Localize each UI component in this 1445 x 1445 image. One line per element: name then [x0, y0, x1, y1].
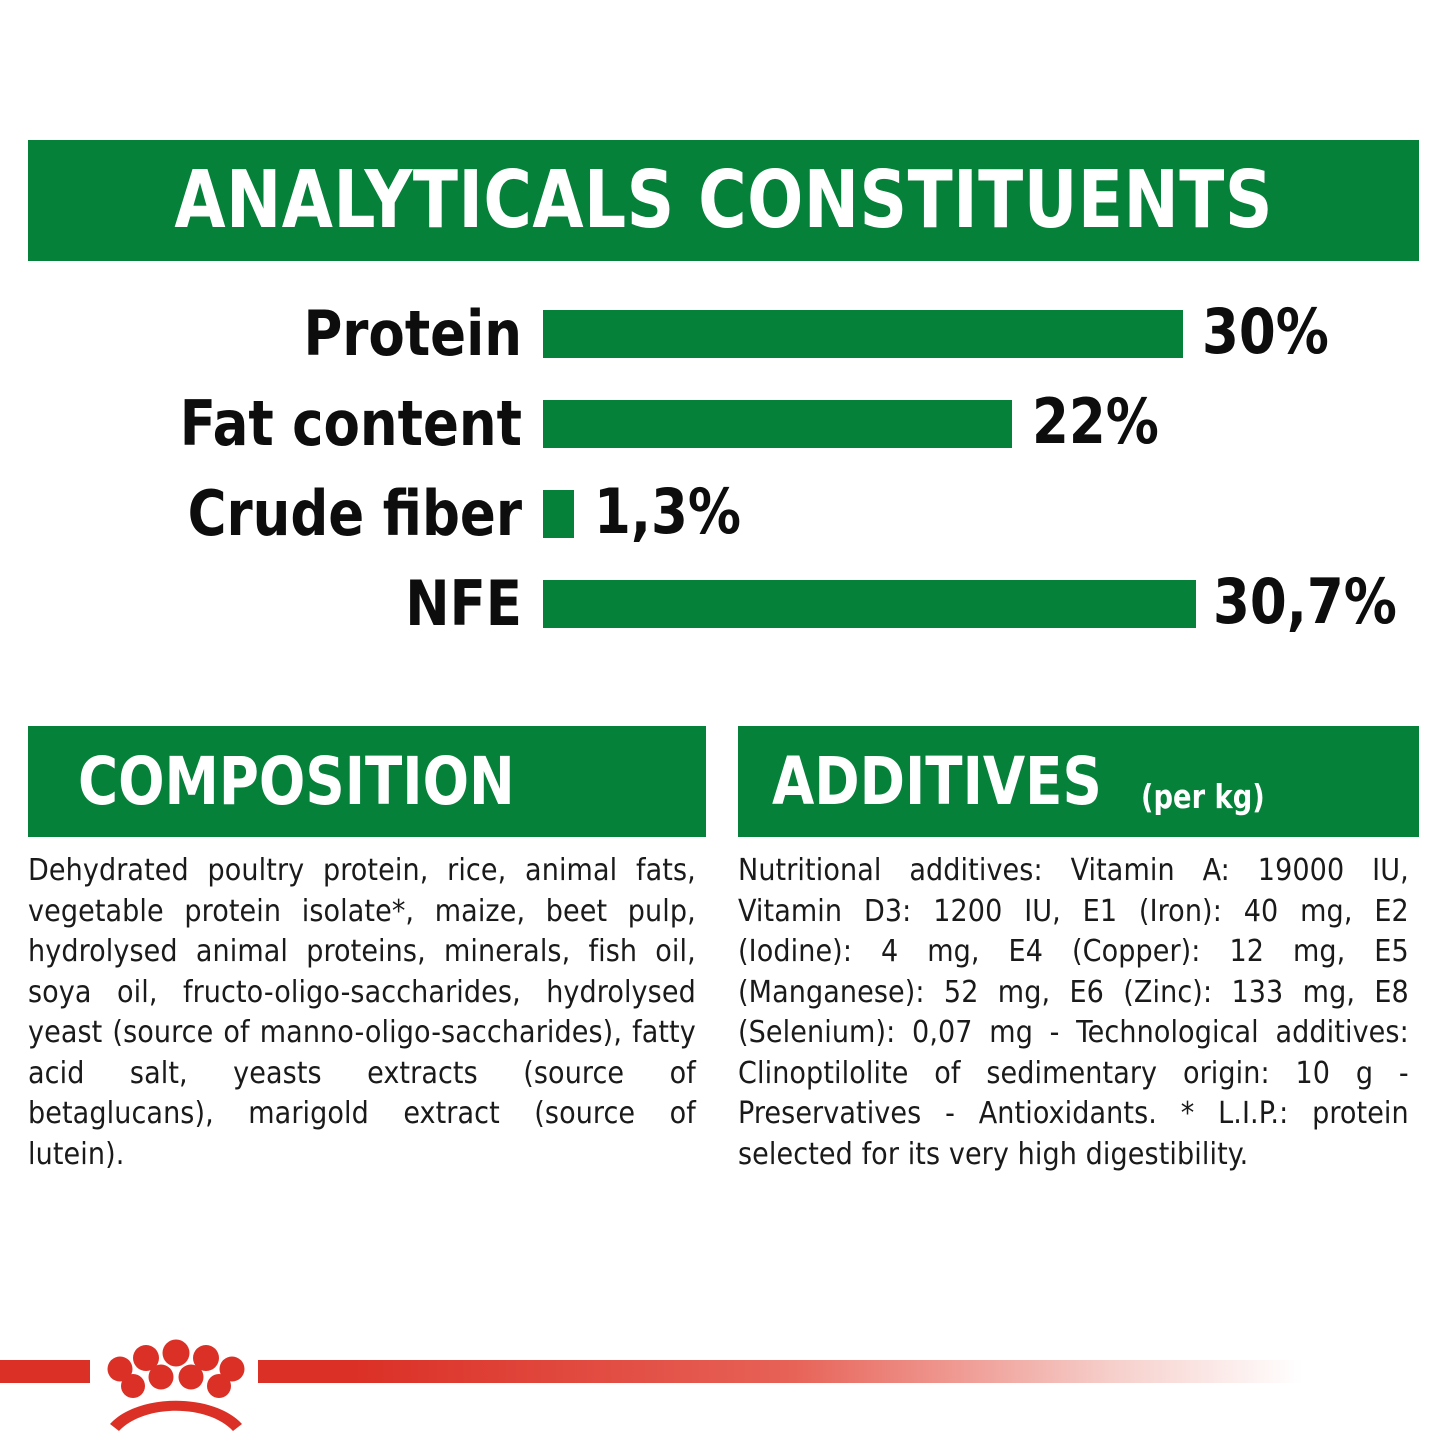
additives-body: Nutritional additives: Vitamin A: 19000 … [738, 853, 1409, 1172]
chart-row-fat-content: Fat content 22% [0, 387, 1445, 461]
bar-track-fat-content [543, 400, 1012, 448]
bar-value-crude-fiber: 1,3% [594, 475, 741, 548]
page-title: ANALYTICALS CONSTITUENTS [174, 154, 1273, 246]
bar-label-fat-content: Fat content [179, 387, 522, 460]
bar-fill-nfe [543, 580, 1196, 628]
bar-label-crude-fiber: Crude fiber [187, 477, 522, 550]
bar-label-nfe: NFE [405, 567, 522, 640]
bar-track-protein [543, 310, 1183, 358]
bar-fill-protein [543, 310, 1183, 358]
bar-value-fat-content: 22% [1032, 385, 1159, 458]
footer-rule-left [0, 1360, 90, 1383]
chart-row-crude-fiber: Crude fiber 1,3% [0, 477, 1445, 551]
bar-track-crude-fiber [543, 490, 574, 538]
composition-title: COMPOSITION [78, 742, 515, 820]
footer-rule-right [258, 1360, 1445, 1383]
chart-row-protein: Protein 30% [0, 297, 1445, 371]
brand-footer [0, 1336, 1445, 1445]
additives-per-kg-note: (per kg) [1140, 776, 1265, 816]
analytical-constituents-banner: ANALYTICALS CONSTITUENTS [28, 140, 1419, 261]
bar-fill-crude-fiber [543, 490, 574, 538]
bar-label-protein: Protein [303, 297, 522, 370]
bar-value-nfe: 30,7% [1213, 565, 1397, 638]
bar-value-protein: 30% [1202, 295, 1329, 368]
bar-track-nfe [543, 580, 1196, 628]
bar-fill-fat-content [543, 400, 1012, 448]
composition-section: COMPOSITION Dehydrated poultry protein, … [28, 726, 706, 1176]
chart-row-nfe: NFE 30,7% [0, 567, 1445, 641]
analytical-constituents-chart: Protein 30% Fat content 22% Crude fiber … [0, 292, 1445, 644]
composition-body: Dehydrated poultry protein, rice, animal… [28, 853, 696, 1172]
additives-section: ADDITIVES (per kg) Nutritional additives… [738, 726, 1419, 1176]
additives-header: ADDITIVES (per kg) [738, 726, 1419, 837]
additives-header-inline: ADDITIVES (per kg) [772, 742, 1275, 820]
composition-header: COMPOSITION [28, 726, 706, 837]
additives-title: ADDITIVES [772, 742, 1102, 820]
royal-canin-crown-icon [107, 1339, 245, 1431]
